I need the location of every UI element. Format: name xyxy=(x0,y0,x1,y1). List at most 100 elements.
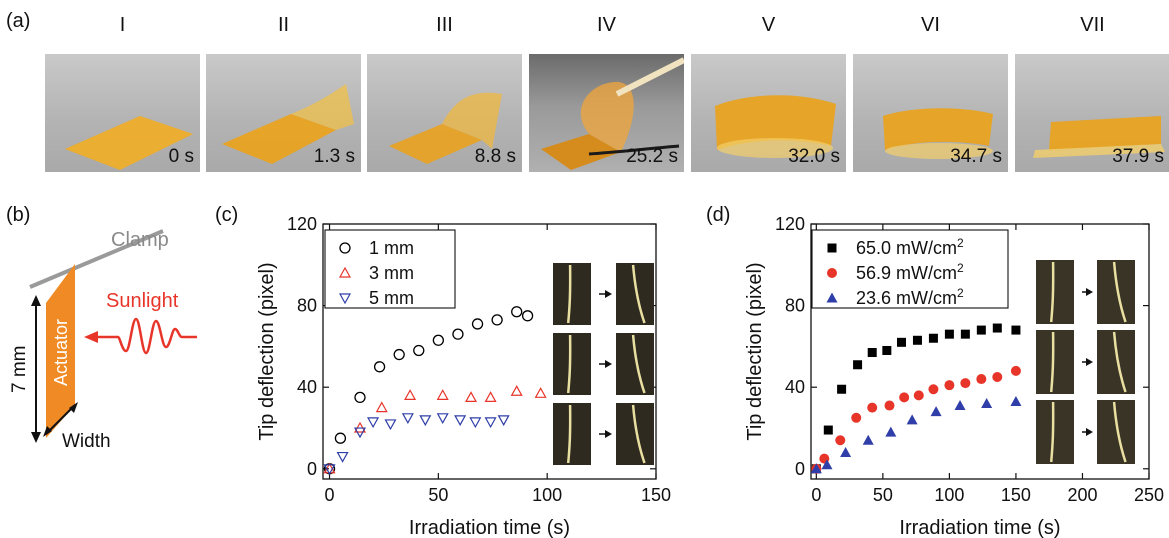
frame-time-3: 8.8 s xyxy=(474,146,516,167)
actuator-strip xyxy=(46,264,75,438)
frame-label-2: II xyxy=(277,14,290,36)
data-point xyxy=(353,427,367,439)
series-2 xyxy=(811,365,1021,474)
frame-photo-5: 32.0 s xyxy=(691,54,846,172)
data-point xyxy=(323,464,336,476)
legend-label: 23.6 mW/cm2 xyxy=(856,286,964,308)
legend-label: 65.0 mW/cm2 xyxy=(856,236,964,258)
inset-arrow-head xyxy=(605,360,612,368)
inset-arrow-head xyxy=(605,430,612,438)
frame-photo-4: 25.2 s xyxy=(529,54,684,172)
data-point xyxy=(981,398,993,409)
data-point xyxy=(867,348,877,358)
data-point xyxy=(367,417,380,429)
data-point xyxy=(393,348,405,361)
panel-a-label: (a) xyxy=(6,10,31,32)
x-tick-label: 0 xyxy=(325,485,335,505)
data-point xyxy=(928,333,938,343)
inset-photo xyxy=(553,403,591,465)
inset-fiber xyxy=(1112,331,1127,393)
frame-label-5: V xyxy=(761,14,776,36)
legend-marker xyxy=(338,266,352,278)
x-tick-label: 150 xyxy=(1001,485,1031,505)
data-point xyxy=(960,378,971,389)
data-point xyxy=(840,446,852,457)
x-tick-label: 100 xyxy=(934,485,964,505)
data-point xyxy=(413,344,425,357)
data-point xyxy=(464,391,478,402)
frame-time-1: 0 s xyxy=(168,146,194,167)
width-arrow-head-right xyxy=(69,402,78,413)
inset-fiber xyxy=(1049,261,1055,323)
data-point xyxy=(853,360,863,370)
frame-photo-3: 8.8 s xyxy=(367,54,522,172)
legend-superscript: 2 xyxy=(957,236,964,250)
series-3 xyxy=(323,413,510,476)
frame-photo-6: 34.7 s xyxy=(853,54,1008,172)
frame-photo-7: 37.9 s xyxy=(1015,54,1169,172)
frame-photo-2: 1.3 s xyxy=(206,54,361,172)
data-point xyxy=(1010,365,1021,376)
inset-photo xyxy=(1036,400,1074,464)
inset-fiber xyxy=(1112,401,1127,463)
data-point xyxy=(835,435,846,446)
series-3 xyxy=(810,395,1022,474)
inset-fiber xyxy=(631,404,646,464)
data-point xyxy=(954,400,966,411)
legend-label: 5 mm xyxy=(369,288,414,308)
x-tick-label: 100 xyxy=(532,485,562,505)
actuator-label: Actuator xyxy=(51,319,71,386)
x-tick-label: 200 xyxy=(1067,485,1097,505)
actuator-film xyxy=(883,108,993,159)
data-point xyxy=(976,325,986,335)
frame-photo-1: 0 s xyxy=(45,54,200,172)
actuator-film xyxy=(65,116,193,170)
data-point xyxy=(1011,325,1021,335)
data-point xyxy=(906,414,918,425)
data-point xyxy=(992,372,1003,382)
data-point xyxy=(837,384,847,394)
data-point xyxy=(1010,395,1022,406)
data-point xyxy=(497,415,510,427)
width-arrow-head-left xyxy=(43,426,52,437)
data-point xyxy=(404,389,417,400)
panel-d-label: (d) xyxy=(706,204,731,226)
data-point xyxy=(992,323,1002,333)
y-tick-label: 40 xyxy=(785,377,805,397)
legend-label: 56.9 mW/cm2 xyxy=(856,261,964,283)
frame-label-7: VII xyxy=(1080,14,1105,36)
data-point xyxy=(452,328,464,340)
legend-box xyxy=(811,229,1009,309)
data-point xyxy=(454,415,467,427)
data-point xyxy=(511,306,523,318)
actuator-schematic: Clamp Actuator 7 mm Width Sunlight xyxy=(9,229,197,452)
data-point xyxy=(436,413,449,425)
data-point xyxy=(885,426,897,437)
inset-arrow-head xyxy=(1086,358,1093,366)
legend-label: 3 mm xyxy=(369,263,414,283)
panel-c-label: (c) xyxy=(215,204,239,226)
data-point xyxy=(899,392,910,403)
x-tick-label: 250 xyxy=(1134,485,1164,505)
inset-fiber xyxy=(566,404,572,464)
inset-fiber xyxy=(631,264,646,324)
x-axis-label: Irradiation time (s) xyxy=(899,517,1060,538)
data-point xyxy=(521,310,534,322)
legend-superscript: 2 xyxy=(957,286,964,300)
data-point xyxy=(913,390,924,401)
chart-c: 0 50 100 150 0 40 80 120 Irradiation time (s) Tip… xyxy=(256,214,671,538)
width-label: Width xyxy=(62,431,111,452)
legend-marker xyxy=(827,243,837,253)
sunlight-wave xyxy=(98,317,197,355)
sunlight-arrow-head xyxy=(84,331,98,343)
actuator-film xyxy=(541,57,684,170)
sunlight-label: Sunlight xyxy=(106,290,179,312)
x-tick-label: 50 xyxy=(428,485,448,505)
data-point xyxy=(534,387,547,398)
data-point xyxy=(884,400,895,411)
clamp-label: Clamp xyxy=(111,229,169,251)
data-point xyxy=(484,417,497,429)
inset-fiber xyxy=(566,264,572,324)
y-axis-label: Tip deflection (pixel) xyxy=(744,262,766,440)
plot-frame xyxy=(322,223,657,480)
